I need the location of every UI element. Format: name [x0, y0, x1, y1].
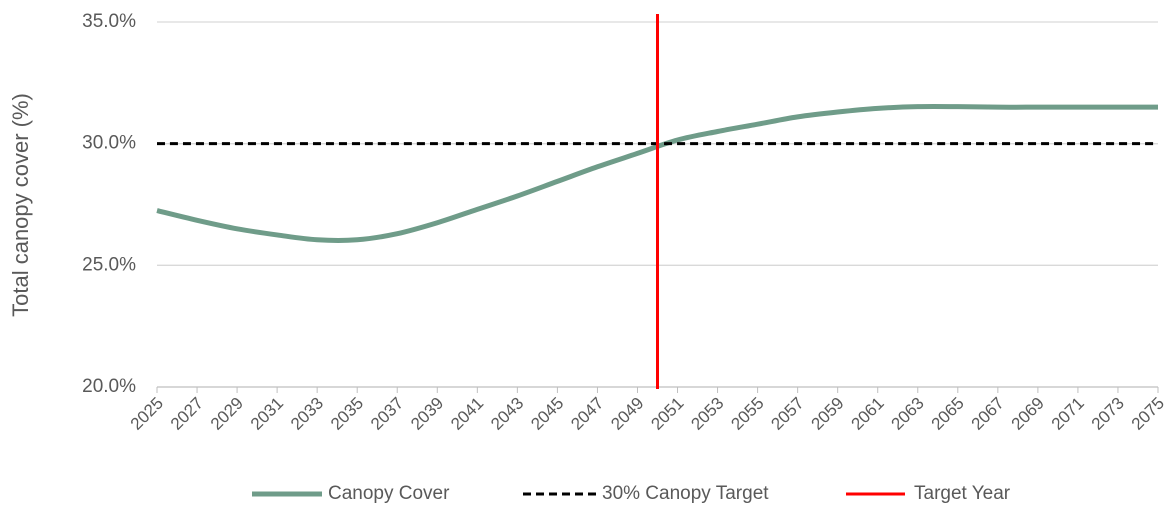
x-tick-label: 2035	[327, 394, 367, 434]
x-tick-label: 2073	[1088, 394, 1128, 434]
y-tick-label: 20.0%	[82, 376, 136, 397]
x-tick-label: 2043	[487, 394, 527, 434]
x-tick-label: 2057	[767, 394, 807, 434]
x-tick-label: 2053	[687, 394, 727, 434]
x-tick-label: 2055	[727, 394, 767, 434]
legend-label: Canopy Cover	[328, 483, 450, 504]
x-tick-label: 2067	[968, 394, 1008, 434]
x-tick-label: 2071	[1048, 394, 1088, 434]
legend-label: 30% Canopy Target	[602, 483, 769, 504]
x-tick-label: 2069	[1008, 394, 1048, 434]
y-axis-label: Total canopy cover (%)	[8, 93, 33, 317]
x-tick-label: 2063	[888, 394, 928, 434]
legend-label: Target Year	[914, 483, 1011, 504]
x-tick-label: 2039	[407, 394, 447, 434]
x-tick-label: 2047	[567, 394, 607, 434]
y-tick-label: 30.0%	[82, 133, 136, 154]
x-tick-label: 2045	[527, 394, 567, 434]
x-tick-label: 2041	[447, 394, 487, 434]
x-tick-label: 2031	[247, 394, 287, 434]
x-tick-label: 2033	[287, 394, 327, 434]
x-tick-label: 2027	[167, 394, 207, 434]
x-tick-label: 2051	[647, 394, 687, 434]
x-tick-label: 2029	[207, 394, 247, 434]
x-tick-label: 2059	[807, 394, 847, 434]
y-tick-label: 35.0%	[82, 11, 136, 32]
x-tick-label: 2037	[367, 394, 407, 434]
x-tick-label: 2061	[848, 394, 888, 434]
x-tick-label: 2065	[928, 394, 968, 434]
x-tick-label: 2075	[1128, 394, 1165, 434]
x-tick-label: 2049	[607, 394, 647, 434]
y-tick-label: 25.0%	[82, 254, 136, 275]
x-tick-label: 2025	[127, 394, 167, 434]
